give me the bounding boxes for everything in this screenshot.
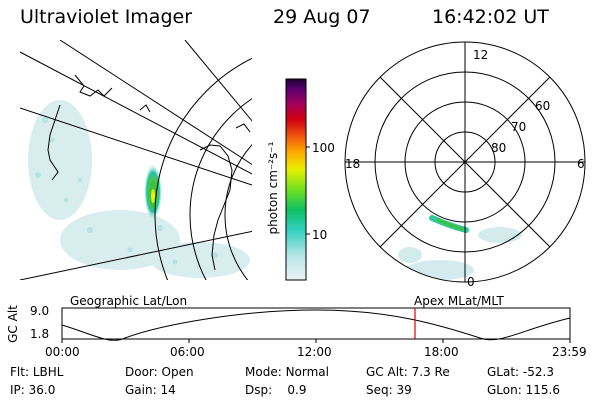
x-tick-2359: 23:59 (552, 345, 587, 359)
mlt-label-6: 6 (577, 157, 585, 171)
polar-plot (344, 41, 586, 283)
x-tick-1200: 12:00 (297, 345, 332, 359)
colorbar-unit-label: photon cm⁻²s⁻¹ (266, 141, 280, 235)
date-label: 29 Aug 07 (273, 6, 371, 28)
time-label: 16:42:02 UT (432, 6, 549, 28)
x-tick-1800: 18:00 (424, 345, 459, 359)
lat-label-60: 60 (535, 99, 551, 113)
timeline-panel (61, 307, 571, 343)
gc-alt-axis-label: GC Alt (6, 305, 20, 343)
mlt-label-0: 0 (467, 275, 475, 289)
lat-label-80: 80 (491, 141, 507, 155)
x-tick-0600: 06:00 (170, 345, 205, 359)
altitude-curve (61, 309, 571, 341)
y-tick-9: 9.0 (30, 304, 50, 318)
status-filter: Flt: LBHL (10, 365, 64, 379)
status-door: Door: Open (125, 365, 194, 379)
status-glon: GLon: 115.6 (487, 383, 560, 397)
geographic-image (20, 40, 252, 280)
y-tick-1-8: 1.8 (30, 327, 50, 341)
mlt-label-12: 12 (473, 48, 489, 62)
mlt-label-18: 18 (345, 157, 361, 171)
status-seq: Seq: 39 (366, 383, 412, 397)
status-glat: GLat: -52.3 (487, 365, 554, 379)
instrument-title: Ultraviolet Imager (20, 6, 193, 28)
status-mode: Mode: Normal (245, 365, 329, 379)
lat-label-70: 70 (511, 120, 527, 134)
colorbar (285, 78, 307, 281)
colorbar-tick-100: 100 (312, 141, 335, 155)
colorbar-tick-10: 10 (312, 228, 328, 242)
status-gain: Gain: 14 (125, 383, 176, 397)
status-dsp: Dsp: 0.9 (245, 383, 307, 397)
timeline-right-title: Apex MLat/MLT (414, 294, 504, 308)
status-ip: IP: 36.0 (10, 383, 56, 397)
timeline-left-title: Geographic Lat/Lon (70, 294, 188, 308)
status-gc-alt: GC Alt: 7.3 Re (366, 365, 450, 379)
x-tick-0000: 00:00 (45, 345, 80, 359)
